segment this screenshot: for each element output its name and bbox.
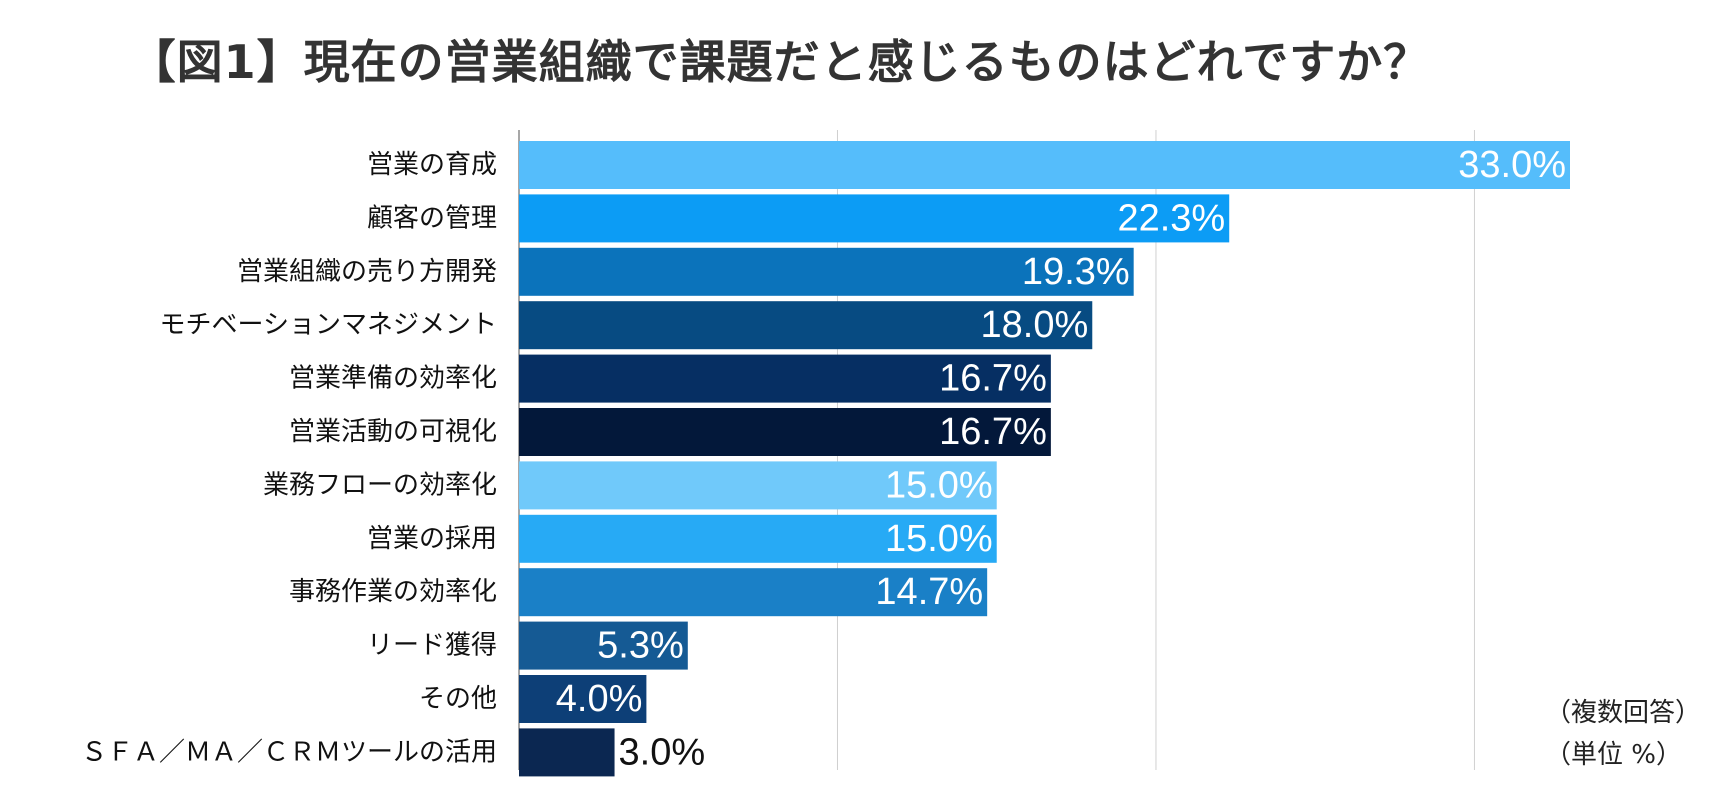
value-label-6: 16.7% [939,411,1047,453]
category-label-4: モチベーションマネジメント [160,310,497,340]
bar-1 [519,141,1570,189]
value-label-1: 33.0% [1458,144,1566,186]
value-label-5: 16.7% [939,358,1047,400]
category-label-5: 営業準備の効率化 [289,364,497,394]
note-unit: （単位 %） [1545,740,1682,770]
bar-7 [519,461,997,510]
bar-11 [519,675,647,723]
bar-12 [519,728,615,777]
bar-3 [519,247,1134,296]
value-label-9: 14.7% [875,571,983,613]
value-label-10: 5.3% [597,625,684,667]
bar-4 [519,301,1093,350]
chart-title: 【図1】現在の営業組織で課題だと感じるものはどれですか？ [129,35,1431,89]
bar-10 [519,621,688,670]
bar-9 [519,568,988,617]
category-label-12: ＳＦＡ／ＭＡ／ＣＲＭツールの活用 [81,737,497,767]
note-multiple-answer: （複数回答） [1545,698,1702,728]
value-label-3: 19.3% [1022,251,1130,293]
bar-8 [519,514,997,563]
bar-2 [519,194,1230,243]
category-label-8: 営業の採用 [367,524,497,554]
bar-6 [519,408,1051,456]
category-label-10: リード獲得 [367,631,497,661]
value-label-12: 3.0% [619,731,706,773]
category-label-9: 事務作業の効率化 [289,577,497,607]
value-label-4: 18.0% [981,304,1089,346]
category-label-11: その他 [419,684,497,714]
category-label-2: 顧客の管理 [367,203,497,233]
bar-5 [519,354,1051,403]
label-layer: 営業の育成 33.0% 顧客の管理 22.3% 営業組織の売り方開発 19.3% モチベーシ… [81,144,1566,773]
bar-layer [519,141,1570,777]
category-label-6: 営業活動の可視化 [289,417,497,447]
value-label-7: 15.0% [885,464,993,506]
value-label-11: 4.0% [556,678,643,720]
value-label-8: 15.0% [885,518,993,560]
category-label-1: 営業の育成 [367,150,497,180]
category-label-7: 業務フローの効率化 [263,470,497,500]
value-label-2: 22.3% [1117,197,1225,239]
category-label-3: 営業組織の売り方開発 [237,257,497,287]
